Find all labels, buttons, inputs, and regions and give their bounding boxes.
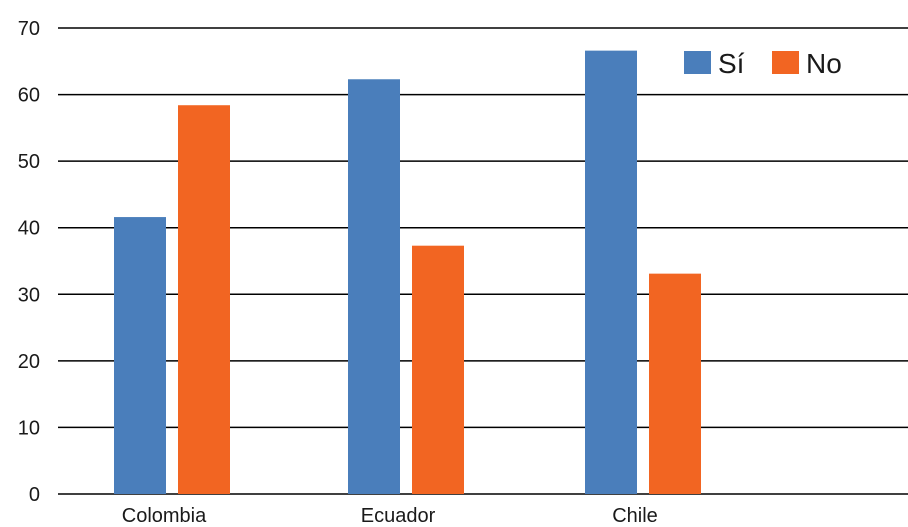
bar-ecuador-no <box>412 245 464 494</box>
x-axis-labels: Colombia Ecuador Chile <box>122 505 658 527</box>
x-category-label: Ecuador <box>361 505 436 527</box>
legend-label: Sí <box>718 48 745 79</box>
bars <box>114 50 701 495</box>
bar-colombia-si <box>114 217 166 494</box>
y-tick-label: 60 <box>18 85 40 107</box>
bar-chile-si <box>585 50 637 495</box>
y-tick-label: 0 <box>29 484 40 506</box>
legend-swatch <box>684 51 711 74</box>
legend-swatch <box>772 51 799 74</box>
x-category-label: Chile <box>612 505 658 527</box>
y-tick-label: 30 <box>18 284 40 306</box>
y-tick-label: 20 <box>18 351 40 373</box>
y-tick-label: 70 <box>18 18 40 40</box>
y-tick-label: 10 <box>18 417 40 439</box>
y-axis-ticks: 0 10 20 30 40 50 60 70 <box>18 18 40 506</box>
bar-chile-no <box>649 273 701 494</box>
bar-colombia-no <box>178 105 230 495</box>
y-tick-label: 50 <box>18 151 40 173</box>
y-tick-label: 40 <box>18 218 40 240</box>
legend: Sí No <box>684 48 842 79</box>
legend-label: No <box>806 48 842 79</box>
x-category-label: Colombia <box>122 505 207 527</box>
bar-ecuador-si <box>348 79 400 494</box>
